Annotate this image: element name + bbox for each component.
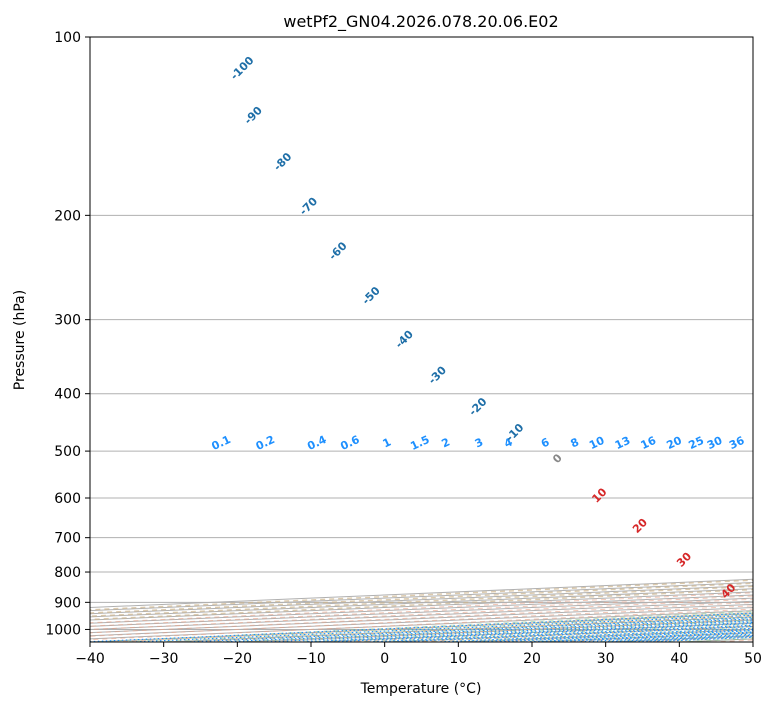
y-tick-label: 400: [54, 387, 81, 403]
x-tick-label: −30: [149, 651, 179, 667]
y-axis-label: Pressure (hPa): [12, 290, 28, 390]
x-tick-label: 50: [744, 651, 762, 667]
y-tick-label: 200: [54, 208, 81, 224]
x-tick-label: −10: [296, 651, 326, 667]
x-tick-label: 0: [380, 651, 389, 667]
y-tick-label: 600: [54, 491, 81, 507]
plot-background: [90, 37, 753, 642]
x-tick-label: −20: [223, 651, 253, 667]
y-tick-label: 300: [54, 313, 81, 329]
x-tick-label: 10: [449, 651, 467, 667]
x-tick-label: −40: [75, 651, 105, 667]
y-tick-label: 500: [54, 444, 81, 460]
y-tick-label: 100: [54, 30, 81, 46]
y-tick-label: 1000: [45, 622, 81, 638]
x-tick-label: 20: [523, 651, 541, 667]
x-tick-label: 40: [670, 651, 688, 667]
y-tick-label: 800: [54, 565, 81, 581]
y-tick-label: 700: [54, 531, 81, 547]
x-axis-label: Temperature (°C): [360, 681, 482, 697]
chart-title: wetPf2_GN04.2026.078.20.06.E02: [283, 12, 558, 32]
y-tick-label: 900: [54, 595, 81, 611]
x-tick-label: 30: [597, 651, 615, 667]
